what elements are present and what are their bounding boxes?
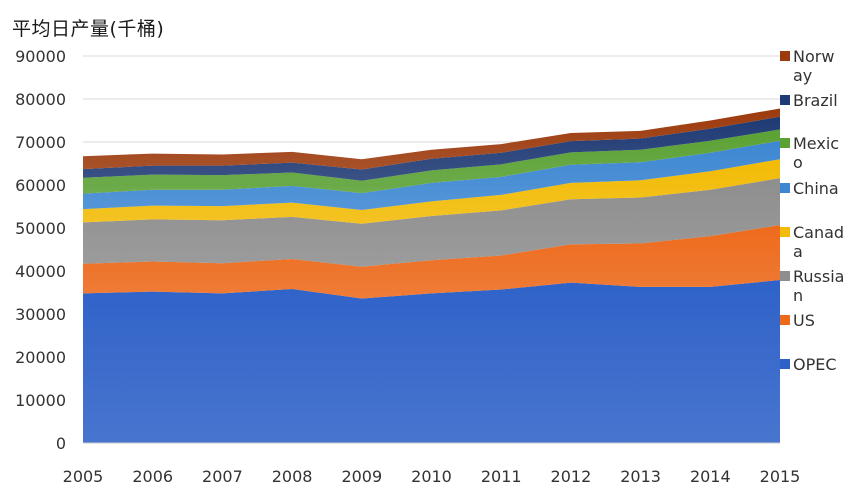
legend-label-russia: Russia n xyxy=(793,267,844,305)
legend-label-opec: OPEC xyxy=(793,355,837,374)
y-tick-label: 40000 xyxy=(15,262,66,281)
legend-swatch-brazil xyxy=(780,95,790,105)
y-tick-label: 80000 xyxy=(15,90,66,109)
y-tick-label: 70000 xyxy=(15,133,66,152)
legend-label-mexico: Mexic o xyxy=(793,134,839,172)
y-tick-label: 20000 xyxy=(15,348,66,367)
x-tick-label: 2008 xyxy=(272,467,313,486)
y-tick-label: 50000 xyxy=(15,219,66,238)
x-tick-label: 2006 xyxy=(132,467,173,486)
area-russia xyxy=(83,178,780,267)
x-tick-label: 2011 xyxy=(481,467,522,486)
legend-label-brazil: Brazil xyxy=(793,91,838,110)
legend-swatch-russia xyxy=(780,271,790,281)
x-tick-label: 2005 xyxy=(63,467,104,486)
legend-label-us: US xyxy=(793,311,815,330)
x-tick-label: 2014 xyxy=(690,467,731,486)
y-tick-label: 10000 xyxy=(15,391,66,410)
x-tick-label: 2010 xyxy=(411,467,452,486)
area-china xyxy=(83,140,780,210)
x-tick-label: 2012 xyxy=(551,467,592,486)
legend-label-canada: Canad a xyxy=(793,223,844,261)
legend-swatch-china xyxy=(780,183,790,193)
legend-swatch-opec xyxy=(780,359,790,369)
y-tick-label: 0 xyxy=(56,434,66,453)
legend-swatch-mexico xyxy=(780,138,790,148)
y-tick-label: 90000 xyxy=(15,47,66,66)
area-us xyxy=(83,224,780,299)
y-tick-label: 30000 xyxy=(15,305,66,324)
area-opec xyxy=(83,280,780,443)
x-tick-label: 2009 xyxy=(341,467,382,486)
area-norway xyxy=(83,108,780,170)
legend-label-china: China xyxy=(793,179,839,198)
legend-swatch-norway xyxy=(780,51,790,61)
area-mexico xyxy=(83,129,780,194)
x-tick-label: 2007 xyxy=(202,467,243,486)
x-tick-label: 2013 xyxy=(620,467,661,486)
chart-title: 平均日产量(千桶) xyxy=(12,18,165,40)
legend-swatch-canada xyxy=(780,227,790,237)
x-tick-label: 2015 xyxy=(760,467,801,486)
area-brazil xyxy=(83,116,780,181)
legend-swatch-us xyxy=(780,315,790,325)
area-canada xyxy=(83,159,780,224)
y-tick-label: 60000 xyxy=(15,176,66,195)
legend-label-norway: Norw ay xyxy=(793,47,834,85)
